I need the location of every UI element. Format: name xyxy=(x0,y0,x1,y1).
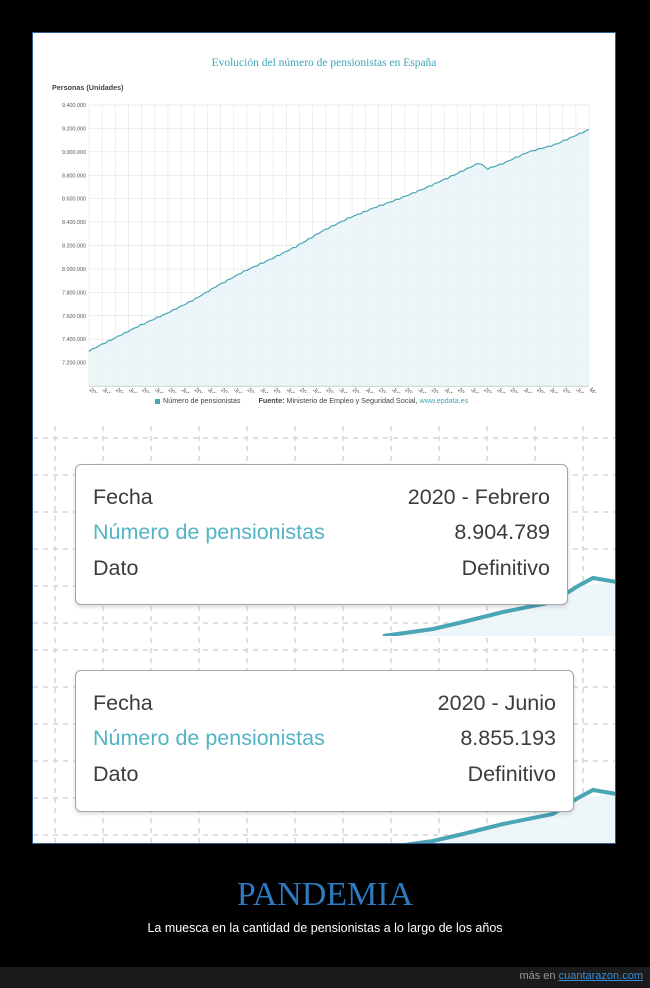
metric-value: 8.904.789 xyxy=(454,520,550,544)
x-tick-label: 2015 xyxy=(351,387,365,393)
x-tick-label: Mayo xyxy=(588,387,603,393)
fecha-label: Fecha xyxy=(93,485,153,509)
x-tick-label: Julio xyxy=(495,387,508,393)
pensioners-chart: 9.400.000 9.200.000 9.000.000 8.800.000 8.60… xyxy=(62,103,603,393)
x-tick-label: Julio xyxy=(311,387,324,393)
tooltip-febrero: Fecha 2020 - Febrero Número de pensionist… xyxy=(75,464,568,605)
x-tick-label: Julio xyxy=(574,387,587,393)
chart-title: Evolución del número de pensionistas en … xyxy=(211,57,437,69)
x-tick-label: Julio xyxy=(153,387,166,393)
source-text: Ministerio de Empleo y Seguridad Social, xyxy=(286,396,418,405)
tooltip-row-fecha: Fecha 2020 - Febrero xyxy=(93,485,550,515)
x-tick-label: 2009 xyxy=(193,387,207,393)
zoom-area xyxy=(383,582,615,636)
x-tick-label: 2012 xyxy=(272,387,286,393)
fecha-label: Fecha xyxy=(93,691,153,715)
dato-value: Definitivo xyxy=(467,762,556,786)
x-tick-label: 2006 xyxy=(114,387,128,393)
x-tick-label: 2017 xyxy=(403,387,417,393)
x-tick-label: Julio xyxy=(338,387,351,393)
x-tick-label: Julio xyxy=(469,387,482,393)
source-link[interactable]: www.epdata.es xyxy=(419,396,469,405)
tooltip-junio: Fecha 2020 - Junio Número de pensionistas… xyxy=(75,670,574,812)
footer-prefix: más en xyxy=(519,970,556,982)
y-tick-label: 7.600.000 xyxy=(62,314,86,320)
x-tick-label: 2014 xyxy=(324,387,338,393)
x-tick-label: Julio xyxy=(206,387,219,393)
x-tick-label: Julio xyxy=(443,387,456,393)
x-tick-label: 2016 xyxy=(377,387,391,393)
x-tick-label: 2023 xyxy=(561,387,575,393)
x-tick-label: 2021 xyxy=(509,387,523,393)
footer-link[interactable]: cuantarazon.com xyxy=(558,970,643,982)
site-footer: más en cuantarazon.com xyxy=(0,967,650,988)
x-tick-label: 2013 xyxy=(298,387,312,393)
zoom-line xyxy=(404,787,615,843)
legend-swatch xyxy=(155,398,160,404)
tooltip-row-metric: Número de pensionistas 8.855.193 xyxy=(93,726,556,756)
caption-subtitle: La muesca en la cantidad de pensionistas… xyxy=(147,921,503,935)
y-tick-label: 9.000.000 xyxy=(62,150,86,156)
y-tick-label: 8.000.000 xyxy=(62,267,86,273)
x-tick-label: Julio xyxy=(522,387,535,393)
y-tick-label: 8.200.000 xyxy=(62,244,86,250)
x-tick-label: 2022 xyxy=(535,387,549,393)
x-tick-label: 2007 xyxy=(140,387,154,393)
tooltip-row-dato: Dato Definitivo xyxy=(93,762,556,792)
source-label: Fuente: xyxy=(258,396,285,405)
x-tick-label: 2019 xyxy=(456,387,470,393)
zoom-area xyxy=(411,794,615,843)
tooltip-row-fecha: Fecha 2020 - Junio xyxy=(93,691,556,721)
x-tick-label: Julio xyxy=(259,387,272,393)
meme-frame: Evolución del número de pensionistas en … xyxy=(32,32,616,844)
x-tick-label: Julio xyxy=(548,387,561,393)
dato-label: Dato xyxy=(93,762,139,786)
y-axis-label: Personas (Unidades) xyxy=(52,83,124,92)
fecha-value: 2020 - Febrero xyxy=(407,485,550,509)
tooltip-row-metric: Número de pensionistas 8.904.789 xyxy=(93,520,550,550)
x-tick-label: 2010 xyxy=(219,387,233,393)
caption-title: PANDEMIA xyxy=(236,876,414,913)
x-tick-label: 2005 xyxy=(88,387,102,393)
x-tick-label: Julio xyxy=(232,387,245,393)
y-tick-label: 8.600.000 xyxy=(62,197,86,203)
y-tick-label: 9.200.000 xyxy=(62,126,86,132)
y-tick-label: 7.200.000 xyxy=(62,361,86,367)
zoom-panel-junio: Fecha 2020 - Junio Número de pensionistas… xyxy=(33,638,615,843)
zoom-panel-febrero: Fecha 2020 - Febrero Número de pensionist… xyxy=(33,426,615,636)
y-tick-label: 8.800.000 xyxy=(62,173,86,179)
x-tick-label: 2011 xyxy=(245,387,259,393)
series-area xyxy=(89,129,589,386)
x-tick-label: Julio xyxy=(417,387,430,393)
zoom-line xyxy=(382,575,615,636)
x-tick-label: Julio xyxy=(127,387,140,393)
x-tick-label: Julio xyxy=(285,387,298,393)
series-line xyxy=(88,129,590,352)
x-tick-label: 2018 xyxy=(430,387,444,393)
x-tick-label: Julio xyxy=(364,387,377,393)
y-tick-label: 7.400.000 xyxy=(62,337,86,343)
y-tick-label: 7.800.000 xyxy=(62,290,86,296)
y-tick-label: 8.400.000 xyxy=(62,220,86,226)
x-tick-label: Julio xyxy=(180,387,193,393)
legend-series-label: Número de pensionistas xyxy=(163,396,241,405)
x-tick-label: Julio xyxy=(390,387,403,393)
fecha-value: 2020 - Junio xyxy=(437,691,556,715)
dato-value: Definitivo xyxy=(461,556,550,580)
metric-value: 8.855.193 xyxy=(460,726,556,750)
x-tick-label: Julio xyxy=(101,387,114,393)
metric-label: Número de pensionistas xyxy=(93,726,325,750)
tooltip-row-dato: Dato Definitivo xyxy=(93,556,550,586)
dato-label: Dato xyxy=(93,556,139,580)
x-tick-label: 2020 xyxy=(482,387,496,393)
x-tick-label: 2008 xyxy=(167,387,181,393)
y-tick-label: 9.400.000 xyxy=(62,103,86,109)
metric-label: Número de pensionistas xyxy=(93,520,325,544)
chart-legend: Número de pensionistas Fuente: Ministeri… xyxy=(155,396,468,405)
